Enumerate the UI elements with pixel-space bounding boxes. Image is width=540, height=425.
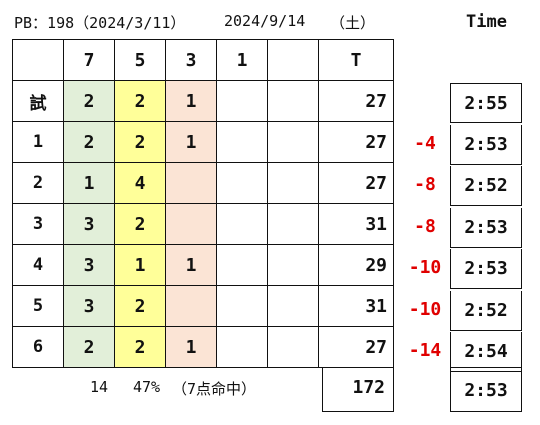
session-weekday: （土）	[330, 14, 376, 32]
count-3-cell	[165, 285, 217, 327]
col-header-3: 3	[165, 39, 217, 81]
round-total: 27	[318, 80, 394, 122]
count-0-cell	[267, 244, 319, 286]
count-7-cell: 2	[63, 80, 115, 122]
round-total: 27	[318, 162, 394, 204]
round-label: 試	[12, 80, 64, 122]
count-0-cell	[267, 326, 319, 368]
round-total: 31	[318, 203, 394, 245]
count-1-cell	[216, 326, 268, 368]
count-5-cell: 2	[114, 80, 166, 122]
corner-cell	[12, 39, 64, 81]
col-header-1: 1	[216, 39, 268, 81]
footer-hits: （7点命中）	[172, 380, 257, 398]
col-header-5: 5	[114, 39, 166, 81]
table-row: 3 3 2 31	[12, 203, 394, 245]
diff-value: -10	[408, 298, 442, 320]
round-time: 2:52	[450, 290, 522, 331]
round-label: 5	[12, 285, 64, 327]
round-time: 2:53	[450, 249, 522, 289]
count-1-cell	[216, 162, 268, 204]
round-total: 29	[318, 244, 394, 286]
count-5-cell: 4	[114, 162, 166, 204]
count-3-cell	[165, 162, 217, 204]
table-row: 4 3 1 1 29	[12, 244, 394, 286]
diff-value: -8	[414, 174, 436, 195]
count-7-cell: 2	[63, 326, 115, 368]
count-1-cell	[216, 80, 268, 122]
diff-value: -14	[408, 340, 442, 361]
count-1-cell	[216, 203, 268, 245]
footer-count7: 14	[90, 378, 109, 396]
col-header-total: T	[318, 39, 394, 81]
count-0-cell	[267, 80, 319, 122]
round-total: 27	[318, 121, 394, 163]
table-row: 5 3 2 31	[12, 285, 394, 327]
count-5-cell: 2	[114, 203, 166, 245]
count-1-cell	[216, 285, 268, 327]
count-0-cell	[267, 203, 319, 245]
diff-value	[400, 82, 450, 122]
count-0-cell	[267, 121, 319, 163]
round-label: 3	[12, 203, 64, 245]
session-date: 2024/9/14	[224, 12, 306, 30]
diff-value: -8	[414, 215, 436, 237]
count-3-cell: 1	[165, 326, 217, 368]
col-header-7: 7	[63, 39, 115, 81]
count-7-cell: 2	[63, 121, 115, 163]
count-1-cell	[216, 121, 268, 163]
pb-record: PB：198（2024/3/11）	[14, 14, 186, 32]
table-row: 2 1 4 27	[12, 162, 394, 204]
count-7-cell: 3	[63, 285, 115, 327]
count-3-cell: 1	[165, 80, 217, 122]
count-3-cell: 1	[165, 244, 217, 286]
count-3-cell: 1	[165, 121, 217, 163]
footer-total: 172	[322, 367, 394, 412]
round-time: 2:52	[450, 166, 522, 206]
count-0-cell	[267, 285, 319, 327]
count-3-cell	[165, 203, 217, 245]
round-time: 2:55	[450, 83, 522, 123]
header-row: 7 5 3 1 T	[12, 39, 394, 81]
col-header-0	[267, 39, 319, 81]
score-table: 7 5 3 1 T 試 2 2 1 27 1 2 2 1 27 2 1 4 27 3 3 2 31 4 3 1 1 29 5 3…	[12, 39, 394, 368]
count-7-cell: 3	[63, 244, 115, 286]
count-5-cell: 2	[114, 121, 166, 163]
round-label: 4	[12, 244, 64, 286]
count-7-cell: 3	[63, 203, 115, 245]
table-row: 1 2 2 1 27	[12, 121, 394, 163]
footer-avg-time: 2:53	[450, 367, 522, 412]
count-7-cell: 1	[63, 162, 115, 204]
round-total: 31	[318, 285, 394, 327]
table-row: 試 2 2 1 27	[12, 80, 394, 122]
count-0-cell	[267, 162, 319, 204]
count-1-cell	[216, 244, 268, 286]
round-label: 2	[12, 162, 64, 204]
round-total: 27	[318, 326, 394, 368]
round-time: 2:53	[450, 124, 522, 165]
diff-value: -10	[408, 257, 442, 278]
round-time: 2:54	[450, 332, 522, 372]
count-5-cell: 2	[114, 285, 166, 327]
count-5-cell: 1	[114, 244, 166, 286]
footer-percent: 47%	[133, 378, 161, 396]
round-label: 1	[12, 121, 64, 163]
count-5-cell: 2	[114, 326, 166, 368]
table-row: 6 2 2 1 27	[12, 326, 394, 368]
round-time: 2:53	[450, 207, 522, 248]
diff-value: -4	[414, 132, 436, 154]
round-label: 6	[12, 326, 64, 368]
time-column-header: Time	[466, 12, 507, 32]
